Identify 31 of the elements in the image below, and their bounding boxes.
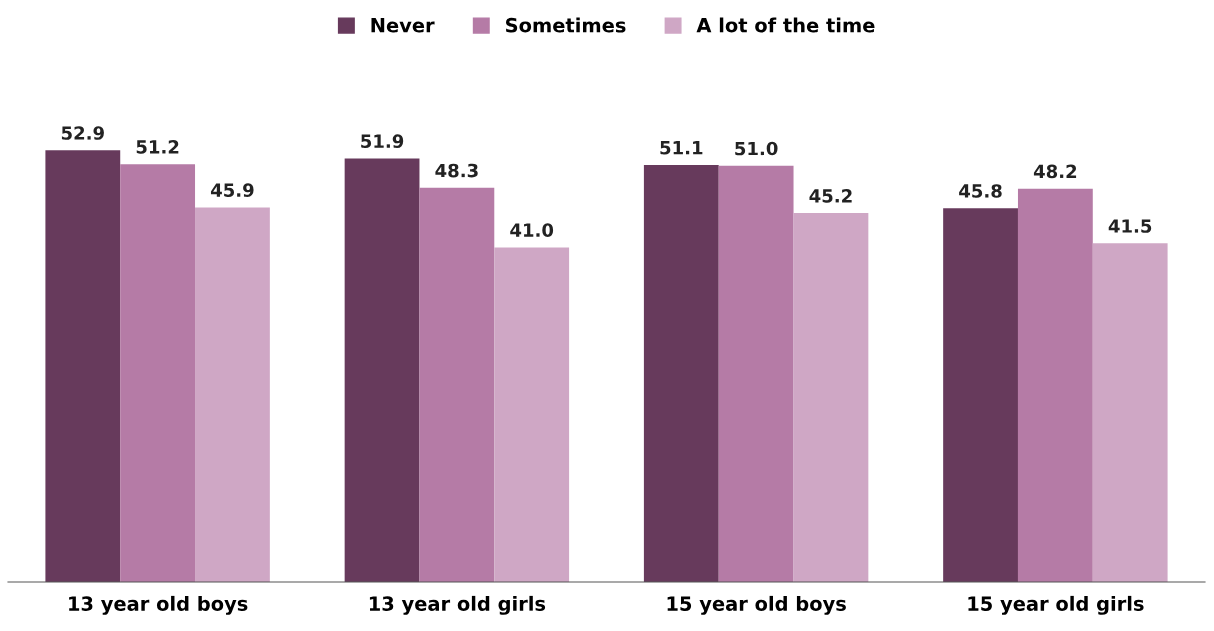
- bar: [943, 208, 1018, 582]
- x-tick-label: 13 year old girls: [369, 595, 546, 615]
- x-tick-label: 13 year old boys: [69, 595, 248, 615]
- x-tick-label: 15 year old girls: [968, 595, 1144, 615]
- data-label: 52.9: [61, 126, 104, 140]
- data-label: 45.8: [959, 184, 1002, 198]
- data-label: 51.0: [735, 141, 778, 156]
- legend-label: A lot of the time: [696, 17, 875, 33]
- data-label: 48.3: [435, 163, 478, 178]
- data-label: 41.5: [1108, 219, 1152, 233]
- bar: [45, 150, 121, 582]
- bar: [419, 187, 495, 582]
- bar: [195, 207, 270, 582]
- bar: [793, 213, 869, 582]
- data-label: 45.9: [210, 183, 254, 197]
- data-label: 41.0: [510, 223, 554, 237]
- x-tick-label: 15 year old boys: [667, 595, 846, 615]
- bar: [1017, 188, 1093, 582]
- bar: [1092, 243, 1168, 582]
- bar: [120, 164, 196, 582]
- bar: [718, 165, 794, 582]
- data-label: 51.9: [361, 134, 404, 148]
- data-label: 45.2: [809, 189, 852, 203]
- data-label: 51.1: [660, 141, 703, 155]
- bar: [643, 164, 719, 582]
- legend-label: Never: [371, 18, 435, 33]
- data-label: 51.2: [136, 140, 179, 154]
- bar: [344, 158, 420, 582]
- bar: [494, 247, 570, 582]
- legend-label: Sometimes: [506, 17, 626, 33]
- data-label: 48.2: [1033, 164, 1077, 179]
